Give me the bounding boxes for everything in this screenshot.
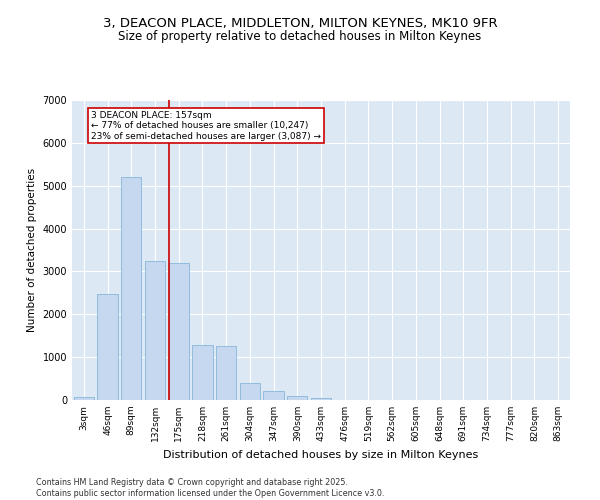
Bar xyxy=(263,392,284,400)
Text: Contains HM Land Registry data © Crown copyright and database right 2025.
Contai: Contains HM Land Registry data © Crown c… xyxy=(36,478,385,498)
Bar xyxy=(193,345,212,400)
Bar xyxy=(287,396,307,400)
Bar xyxy=(311,398,331,400)
Bar xyxy=(74,396,94,400)
Text: 3 DEACON PLACE: 157sqm
← 77% of detached houses are smaller (10,247)
23% of semi: 3 DEACON PLACE: 157sqm ← 77% of detached… xyxy=(91,110,321,140)
Y-axis label: Number of detached properties: Number of detached properties xyxy=(27,168,37,332)
Bar xyxy=(240,384,260,400)
Bar xyxy=(145,260,165,400)
Text: Size of property relative to detached houses in Milton Keynes: Size of property relative to detached ho… xyxy=(118,30,482,43)
Bar xyxy=(169,263,189,400)
Bar xyxy=(121,177,142,400)
X-axis label: Distribution of detached houses by size in Milton Keynes: Distribution of detached houses by size … xyxy=(163,450,479,460)
Bar xyxy=(97,294,118,400)
Text: 3, DEACON PLACE, MIDDLETON, MILTON KEYNES, MK10 9FR: 3, DEACON PLACE, MIDDLETON, MILTON KEYNE… xyxy=(103,18,497,30)
Bar xyxy=(216,346,236,400)
